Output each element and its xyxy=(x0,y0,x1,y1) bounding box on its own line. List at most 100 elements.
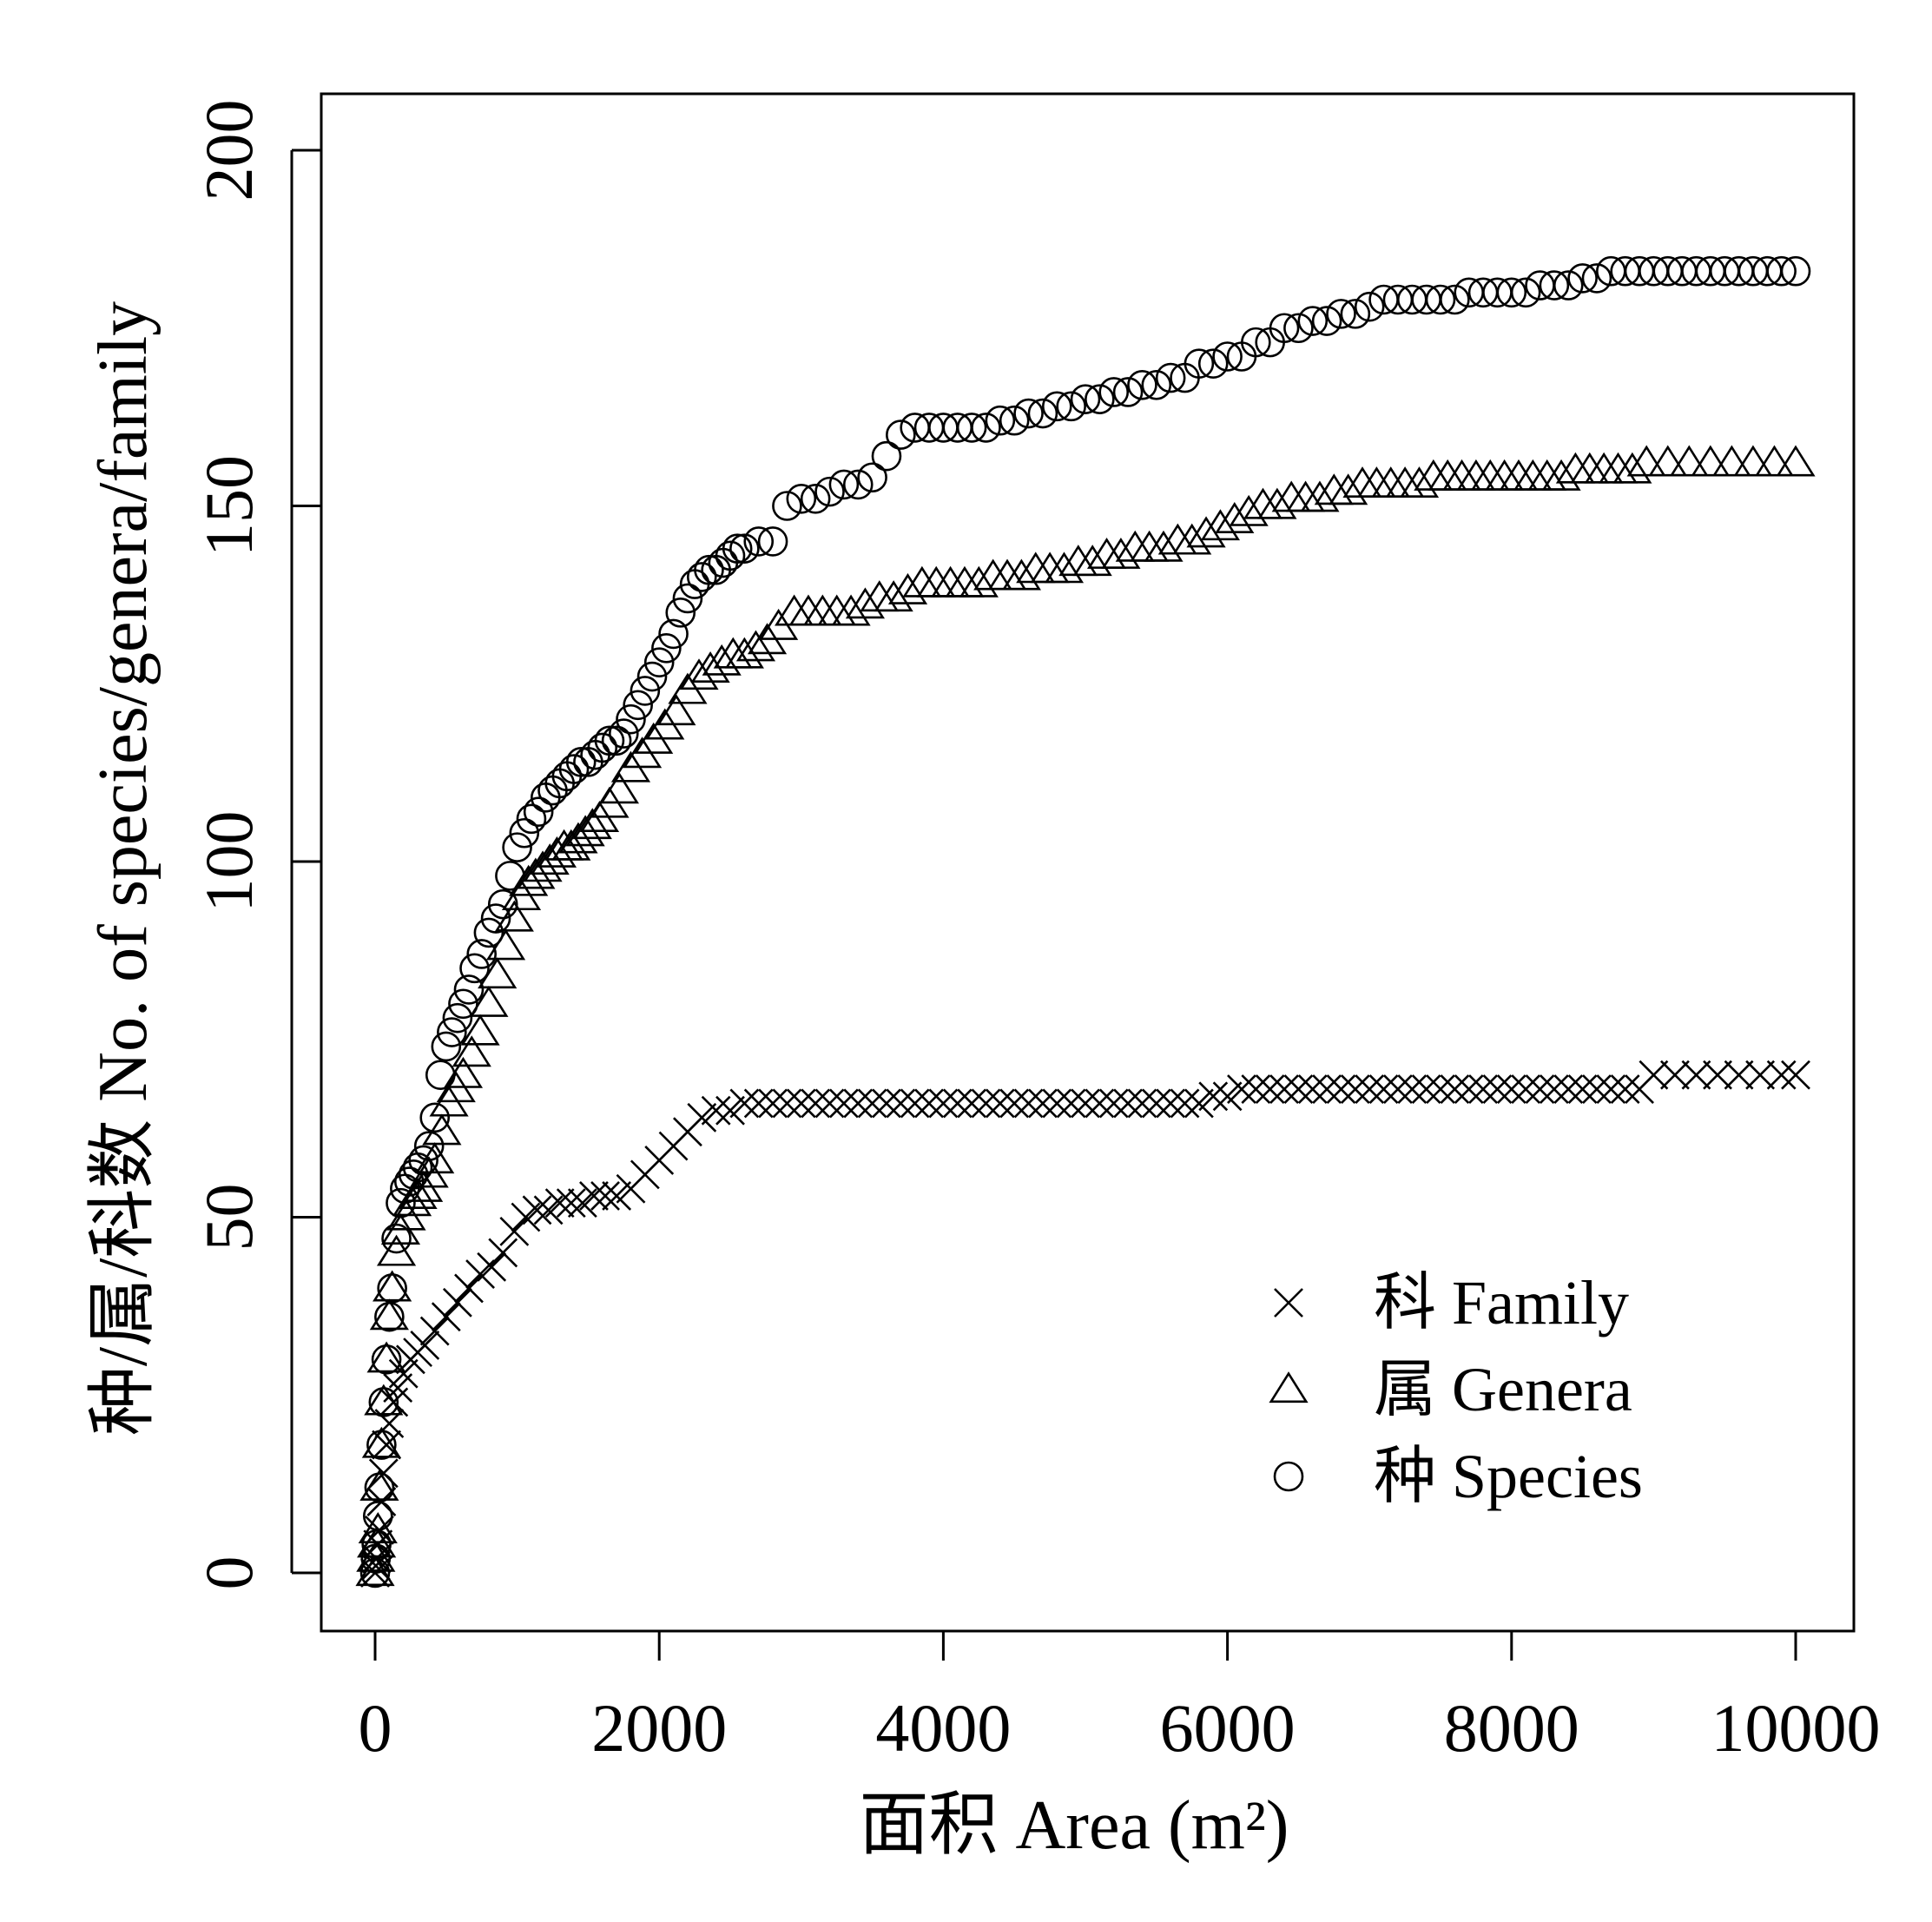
x-axis: 0 2000 4000 6000 8000 10000 xyxy=(359,1629,1881,1766)
data-point-cross xyxy=(1355,1074,1385,1104)
data-point-circle xyxy=(448,988,478,1020)
data-point-triangle xyxy=(366,1341,406,1373)
data-point-cross xyxy=(1312,1074,1342,1104)
data-point-cross xyxy=(1745,1060,1776,1090)
data-point-circle xyxy=(665,598,696,628)
data-point-triangle xyxy=(1044,552,1085,584)
data-point-circle xyxy=(643,647,675,677)
data-point-circle xyxy=(1269,313,1300,344)
data-point-circle xyxy=(1297,306,1329,336)
legend-label-cross: 科 Family xyxy=(1374,1268,1629,1337)
data-point-circle xyxy=(459,953,490,984)
data-point-circle xyxy=(360,1543,392,1574)
data-point-triangle xyxy=(1329,473,1368,505)
data-point-cross xyxy=(828,1088,859,1119)
data-point-triangle xyxy=(1101,537,1141,569)
data-point-cross xyxy=(857,1088,887,1119)
data-point-cross xyxy=(1426,1074,1455,1104)
data-point-cross xyxy=(1553,1074,1584,1104)
data-point-cross xyxy=(1297,1074,1328,1104)
data-point-cross xyxy=(1482,1074,1513,1104)
data-point-triangle xyxy=(887,572,928,604)
data-point-circle xyxy=(558,754,590,784)
data-point-cross xyxy=(1212,1081,1243,1112)
data-point-triangle xyxy=(845,587,886,619)
data-point-circle xyxy=(1241,327,1271,358)
y-tick-label: 200 xyxy=(191,100,267,201)
x-tick-label: 0 xyxy=(359,1690,392,1766)
data-point-triangle xyxy=(1200,509,1241,541)
data-point-triangle xyxy=(1144,530,1184,562)
data-point-circle xyxy=(1354,291,1385,322)
data-point-circle xyxy=(366,1430,397,1460)
data-point-circle xyxy=(800,484,831,514)
data-point-cross xyxy=(1156,1088,1186,1119)
data-point-cross xyxy=(1127,1088,1157,1119)
data-point-cross xyxy=(419,1316,450,1346)
data-point-circle xyxy=(630,676,661,706)
data-point-circle xyxy=(1311,306,1342,336)
data-point-cross xyxy=(1781,1060,1810,1090)
data-point-cross xyxy=(872,1088,901,1119)
data-point-triangle xyxy=(1541,459,1581,491)
data-point-cross xyxy=(590,1181,620,1211)
data-point-circle xyxy=(1212,341,1243,372)
data-point-cross xyxy=(488,1238,518,1268)
data-point-circle xyxy=(956,413,987,443)
data-point-cross xyxy=(715,1095,745,1126)
data-point-cross xyxy=(1141,1088,1171,1119)
data-point-cross xyxy=(843,1088,874,1119)
series-circle xyxy=(359,255,1811,1588)
y-tick-label: 100 xyxy=(191,811,267,913)
legend: 科 Family 属 Genera 种 Species xyxy=(1269,1268,1643,1511)
x-tick-label: 6000 xyxy=(1160,1690,1296,1766)
data-point-cross xyxy=(1411,1074,1441,1104)
data-point-circle xyxy=(1098,377,1130,407)
data-point-circle xyxy=(466,939,498,969)
data-point-triangle xyxy=(1776,445,1816,477)
data-point-cross xyxy=(1496,1074,1526,1104)
data-point-circle xyxy=(565,747,597,777)
data-point-circle xyxy=(651,632,682,664)
data-point-circle xyxy=(408,1145,438,1176)
data-point-triangle xyxy=(364,1384,404,1416)
data-point-triangle xyxy=(959,565,999,598)
data-point-cross xyxy=(556,1188,586,1219)
data-point-cross xyxy=(999,1088,1030,1119)
data-point-circle xyxy=(658,618,689,650)
data-point-cross xyxy=(1539,1074,1569,1104)
data-point-circle xyxy=(371,1344,402,1375)
data-point-triangle xyxy=(656,694,696,726)
data-point-circle xyxy=(1085,384,1115,414)
data-point-circle xyxy=(431,1031,462,1062)
data-point-circle xyxy=(473,917,504,948)
data-point-circle xyxy=(1141,369,1172,400)
legend-triangle-icon xyxy=(1269,1371,1309,1404)
data-point-circle xyxy=(636,661,668,692)
data-point-circle xyxy=(425,1060,456,1090)
data-point-triangle xyxy=(874,580,913,612)
data-point-triangle xyxy=(1399,466,1440,499)
data-point-cross xyxy=(1440,1074,1470,1104)
data-point-cross xyxy=(900,1088,930,1119)
data-point-cross xyxy=(1028,1088,1058,1119)
data-point-circle xyxy=(722,533,753,564)
data-point-circle xyxy=(1027,398,1058,429)
data-point-triangle xyxy=(1733,445,1773,477)
data-point-cross xyxy=(971,1088,1001,1119)
data-point-triangle xyxy=(373,1270,412,1302)
data-point-cross xyxy=(431,1302,461,1332)
data-point-circle xyxy=(1567,263,1598,294)
data-point-triangle xyxy=(1648,445,1688,477)
data-point-circle xyxy=(715,540,746,571)
data-point-circle xyxy=(587,732,618,763)
data-point-circle xyxy=(393,1166,425,1197)
data-point-circle xyxy=(1112,377,1144,407)
data-point-circle xyxy=(842,469,874,500)
data-point-triangle xyxy=(452,1035,491,1067)
data-point-circle xyxy=(871,440,902,472)
data-point-cross xyxy=(1567,1074,1598,1104)
data-point-triangle xyxy=(376,1234,417,1266)
data-point-cross xyxy=(1098,1088,1129,1119)
data-point-circle xyxy=(381,1223,412,1254)
